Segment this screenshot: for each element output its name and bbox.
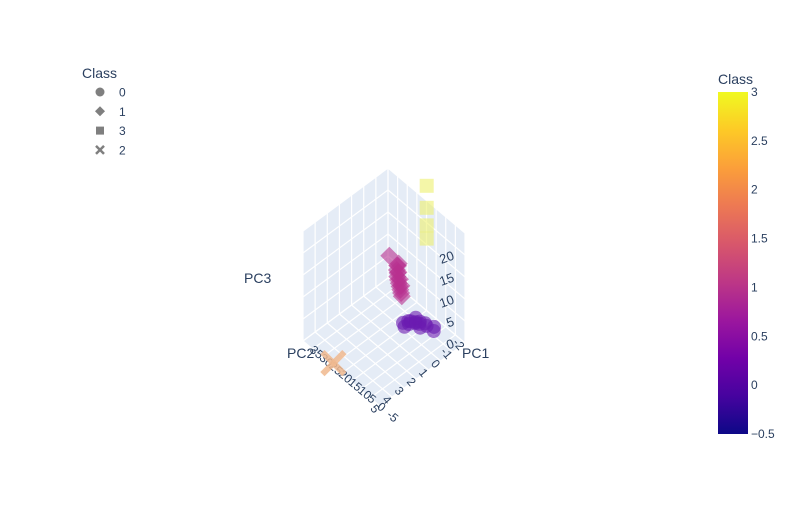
colorbar-tick-label: 3 — [751, 85, 758, 99]
x-tick-label: -5 — [384, 408, 401, 426]
legend-item-2[interactable]: 2 — [95, 143, 126, 157]
grid-line — [339, 313, 417, 380]
grid-line — [370, 334, 456, 399]
legend-label: 0 — [119, 86, 126, 100]
legend-symbol — [96, 126, 104, 135]
grid-line — [326, 322, 405, 389]
z-tick-label: 20 — [437, 248, 456, 267]
grid-line — [302, 189, 389, 254]
legend-item-1[interactable]: 1 — [95, 105, 126, 119]
grid-line — [302, 211, 389, 276]
grid-line — [387, 233, 466, 300]
grid-line — [312, 285, 398, 350]
z-tick-label: 5 — [444, 314, 456, 331]
series-class-3 — [419, 178, 434, 246]
data-point — [419, 178, 434, 193]
series-class-1 — [380, 246, 411, 306]
colorbar-bar — [718, 92, 748, 434]
grid-line — [387, 167, 466, 234]
grid-line — [331, 301, 418, 366]
grid-line — [351, 304, 429, 371]
colorbar-tick-label: 1 — [751, 280, 758, 294]
legend-item-0[interactable]: 0 — [95, 86, 127, 100]
wall-pc2-pc3 — [303, 168, 388, 341]
3d-scene: -505101520253035-2-101234505101520PC1PC2… — [244, 167, 489, 426]
legend-label: 2 — [119, 143, 126, 157]
data-point — [320, 350, 347, 377]
legend-symbol — [95, 145, 105, 155]
data-point — [408, 310, 423, 325]
y-axis-title: PC2 — [287, 345, 314, 361]
grid-line — [302, 277, 389, 342]
z-axis-title: PC3 — [244, 270, 271, 286]
legend-item-3[interactable]: 3 — [96, 124, 126, 138]
legend-symbol — [95, 106, 105, 117]
data-point — [392, 287, 411, 306]
series-class-2 — [320, 350, 347, 377]
x-stroke — [320, 350, 347, 377]
data-point — [392, 276, 411, 295]
x-axis-title: PC1 — [462, 345, 489, 361]
legend-label: 1 — [119, 105, 126, 119]
z-tick-label: 0 — [444, 336, 456, 353]
z-tick-label: 15 — [437, 270, 456, 289]
legend-label: 3 — [119, 124, 126, 138]
x-stroke — [95, 145, 105, 155]
colorbar-tick-label: 2 — [751, 183, 758, 197]
grid-line — [302, 255, 389, 320]
grid-line — [314, 331, 393, 398]
legend-title: Class — [82, 65, 117, 81]
colorbar-tick-label: 0 — [751, 378, 758, 392]
grid-line — [321, 293, 408, 358]
grid-line — [379, 342, 466, 407]
data-point — [426, 324, 441, 338]
colorbar-tick-label: −0.5 — [751, 427, 775, 441]
z-tick-label: 10 — [437, 292, 456, 311]
grid-line — [302, 167, 389, 232]
data-point — [419, 231, 434, 246]
colorbar-tick-label: 2.5 — [751, 134, 768, 148]
colorbar-tick-label: 1.5 — [751, 232, 768, 246]
colorbar-tick-label: 0.5 — [751, 329, 768, 343]
grid-line — [302, 233, 389, 298]
legend-symbol — [95, 87, 105, 97]
data-point — [419, 200, 434, 215]
colorbar-title: Class — [718, 71, 753, 87]
data-point — [419, 218, 434, 233]
series-class-0 — [396, 310, 441, 338]
data-point — [380, 246, 399, 265]
